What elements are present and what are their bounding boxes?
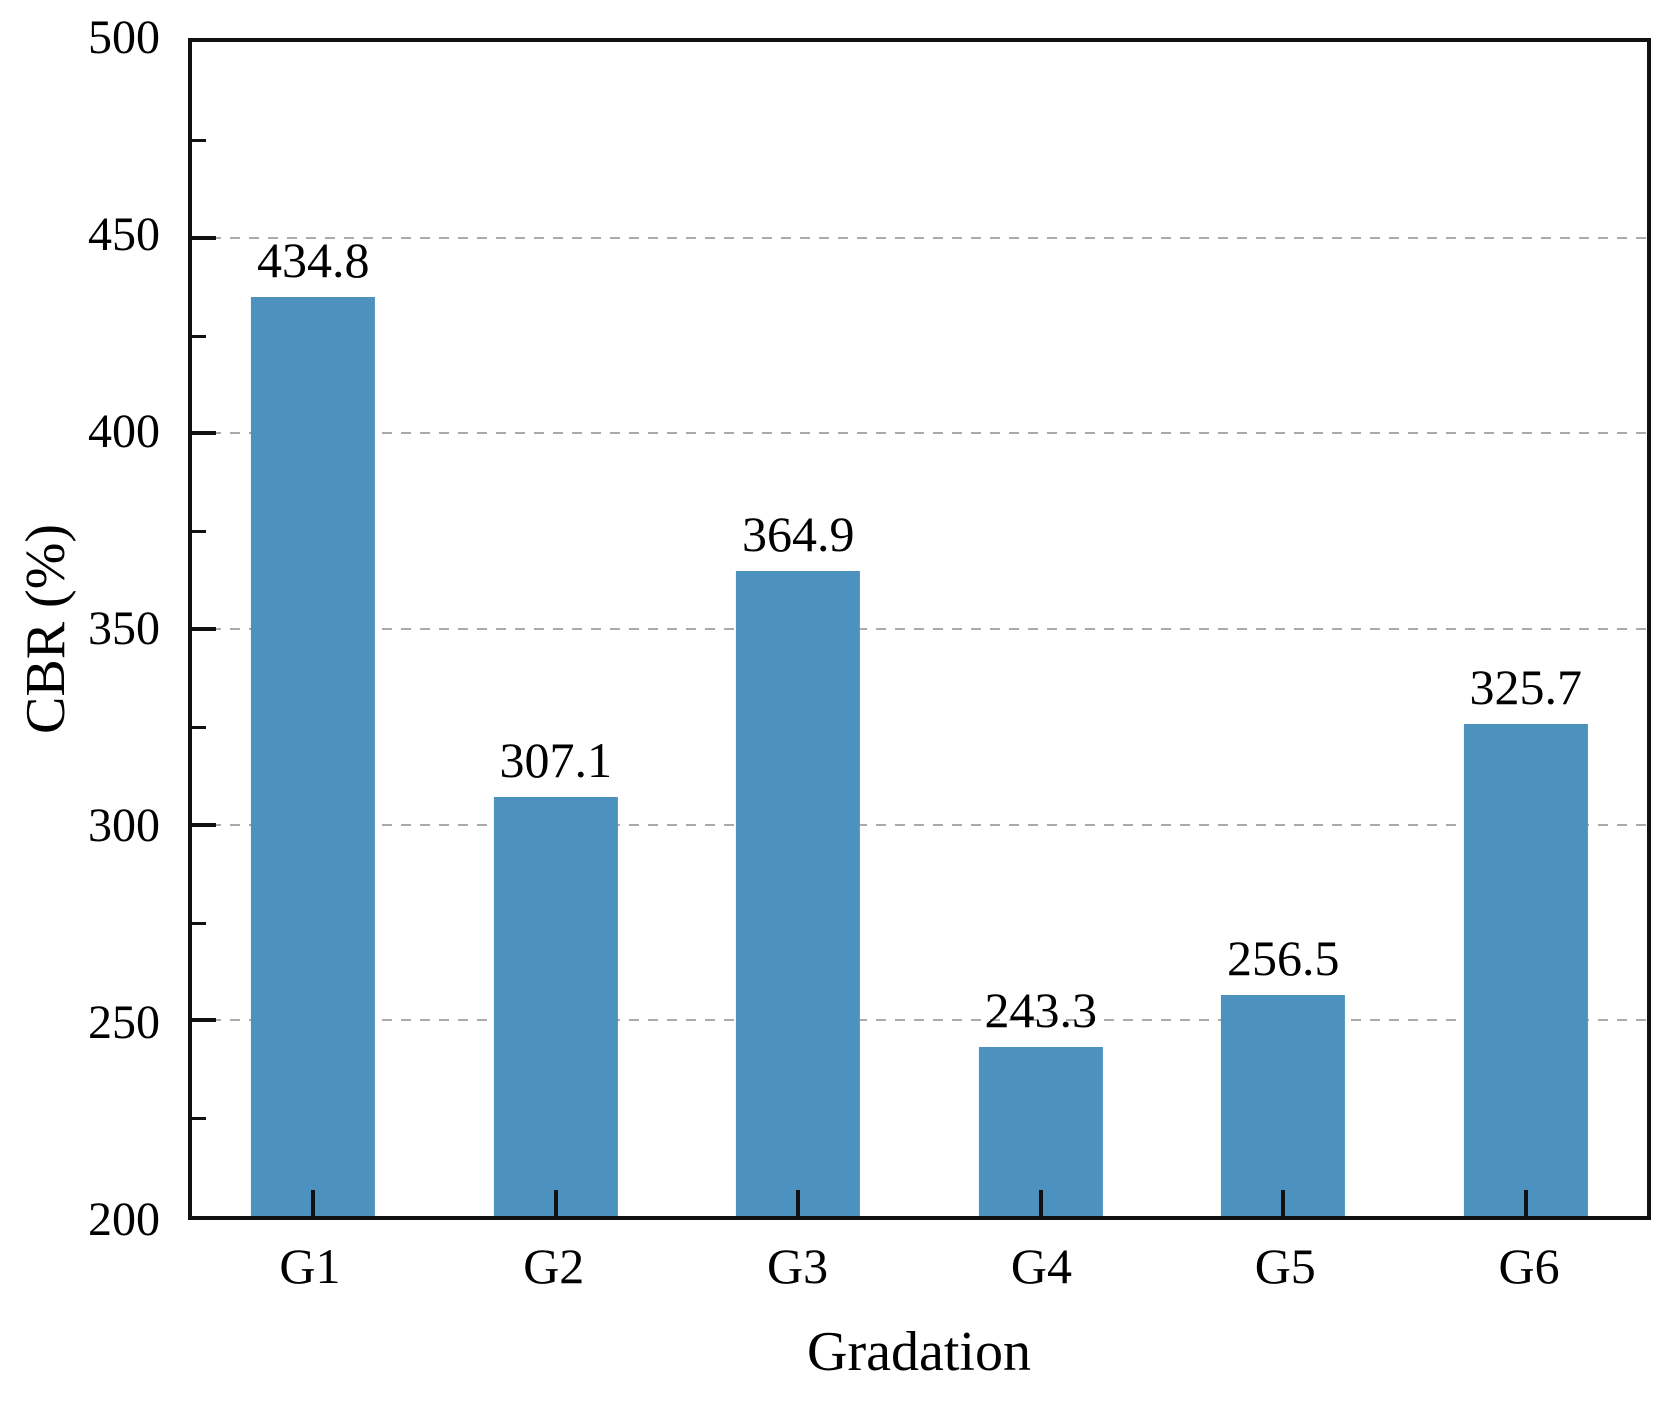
bar-value-label-G6: 325.7 bbox=[1469, 659, 1583, 716]
gridline-y-450 bbox=[192, 236, 1647, 239]
y-minor-tick-225 bbox=[192, 1117, 206, 1121]
y-tick-label-450: 450 bbox=[88, 207, 160, 261]
x-tick-G6 bbox=[1523, 1190, 1528, 1216]
y-tick-label-250: 250 bbox=[88, 996, 160, 1049]
y-axis-tick-labels: 200 250 300 350 400 450 500 bbox=[0, 14, 160, 1244]
x-tick-label-G1: G1 bbox=[279, 1238, 341, 1294]
bar-G5 bbox=[1221, 994, 1346, 1216]
y-major-tick-250 bbox=[192, 1018, 216, 1023]
y-tick-label-200: 200 bbox=[88, 1193, 160, 1246]
y-minor-tick-475 bbox=[192, 138, 206, 142]
x-tick-G1 bbox=[311, 1190, 316, 1216]
bar-G4 bbox=[978, 1046, 1103, 1216]
x-tick-G3 bbox=[796, 1190, 801, 1216]
x-tick-G4 bbox=[1038, 1190, 1043, 1216]
bar-value-label-G1: 434.8 bbox=[257, 232, 370, 289]
y-major-tick-450 bbox=[192, 235, 216, 240]
x-tick-label-G6: G6 bbox=[1498, 1238, 1560, 1294]
y-minor-tick-375 bbox=[192, 530, 206, 534]
y-minor-tick-325 bbox=[192, 725, 206, 729]
y-major-tick-350 bbox=[192, 627, 216, 631]
y-tick-label-500: 500 bbox=[88, 11, 160, 64]
gridline-y-250 bbox=[192, 1019, 1647, 1022]
x-tick-label-G4: G4 bbox=[1010, 1238, 1072, 1294]
x-tick-G5 bbox=[1281, 1190, 1286, 1216]
bar-G6 bbox=[1463, 724, 1588, 1216]
gridline-y-300 bbox=[192, 823, 1647, 826]
bar-G1 bbox=[251, 297, 376, 1216]
bar-G2 bbox=[493, 796, 618, 1216]
x-tick-label-G5: G5 bbox=[1254, 1238, 1316, 1294]
x-tick-G2 bbox=[553, 1190, 558, 1216]
y-minor-tick-275 bbox=[192, 921, 206, 925]
bar-value-label-G3: 364.9 bbox=[742, 505, 855, 562]
bar-value-label-G4: 243.3 bbox=[984, 981, 1098, 1038]
y-minor-tick-425 bbox=[192, 334, 206, 338]
plot-area: 434.8 307.1 364.9 243.3 256.5 325.7 bbox=[188, 38, 1651, 1220]
x-axis-tick-labels: G1 G2 G3 G4 G5 G6 bbox=[188, 1240, 1651, 1300]
bar-G3 bbox=[736, 570, 861, 1216]
x-axis-title: Gradation bbox=[807, 1321, 1031, 1383]
bar-value-label-G2: 307.1 bbox=[499, 731, 613, 788]
gridline-y-350 bbox=[192, 628, 1647, 630]
y-major-tick-400 bbox=[192, 431, 216, 436]
x-tick-label-G2: G2 bbox=[523, 1238, 585, 1294]
gridline-y-400 bbox=[192, 432, 1647, 435]
y-tick-label-350: 350 bbox=[88, 602, 160, 655]
x-tick-label-G3: G3 bbox=[767, 1238, 829, 1294]
y-tick-label-300: 300 bbox=[88, 798, 160, 852]
y-major-tick-300 bbox=[192, 822, 216, 827]
bar-value-label-G5: 256.5 bbox=[1227, 929, 1340, 986]
y-tick-label-400: 400 bbox=[88, 404, 160, 458]
